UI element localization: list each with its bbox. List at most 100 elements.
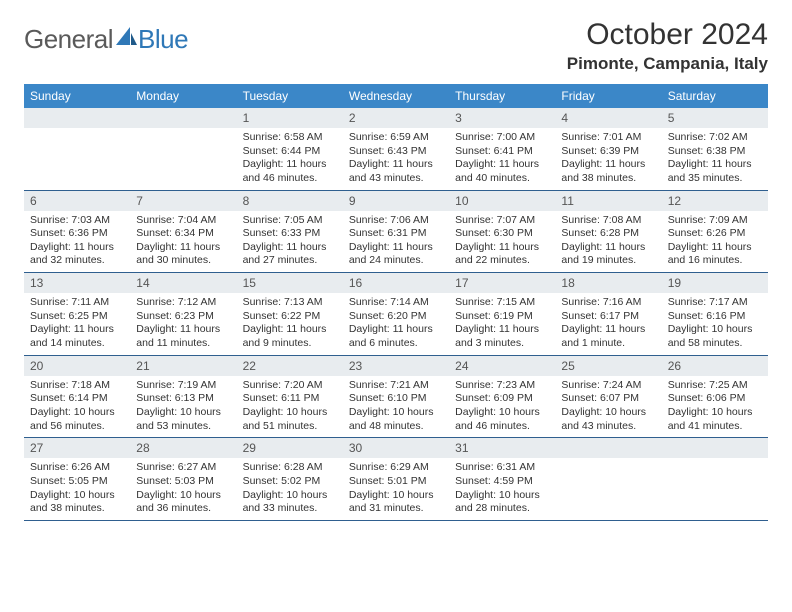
day-header: Thursday [449,84,555,108]
sunset-text: Sunset: 5:05 PM [30,475,124,489]
week-row: 6Sunrise: 7:03 AMSunset: 6:36 PMDaylight… [24,191,768,274]
calendar-cell [662,438,768,520]
sunset-text: Sunset: 6:22 PM [243,310,337,324]
location: Pimonte, Campania, Italy [567,54,768,74]
day-headers: Sunday Monday Tuesday Wednesday Thursday… [24,84,768,108]
daylight-text: Daylight: 11 hours [30,241,124,255]
daylight-text: Daylight: 10 hours [30,489,124,503]
day-number: 5 [662,108,768,128]
calendar-cell: 30Sunrise: 6:29 AMSunset: 5:01 PMDayligh… [343,438,449,520]
month-title: October 2024 [567,18,768,52]
day-number: 15 [237,273,343,293]
daylight-text: and 46 minutes. [243,172,337,186]
daylight-text: and 16 minutes. [668,254,762,268]
day-number: 14 [130,273,236,293]
cell-body: Sunrise: 6:26 AMSunset: 5:05 PMDaylight:… [24,458,130,520]
sunrise-text: Sunrise: 7:09 AM [668,214,762,228]
calendar-cell: 23Sunrise: 7:21 AMSunset: 6:10 PMDayligh… [343,356,449,438]
calendar-cell: 4Sunrise: 7:01 AMSunset: 6:39 PMDaylight… [555,108,661,190]
daylight-text: Daylight: 11 hours [243,241,337,255]
sunrise-text: Sunrise: 7:21 AM [349,379,443,393]
daylight-text: and 3 minutes. [455,337,549,351]
weeks-container: 1Sunrise: 6:58 AMSunset: 6:44 PMDaylight… [24,108,768,521]
sunrise-text: Sunrise: 6:59 AM [349,131,443,145]
daylight-text: and 1 minute. [561,337,655,351]
calendar-cell: 12Sunrise: 7:09 AMSunset: 6:26 PMDayligh… [662,191,768,273]
day-number: 20 [24,356,130,376]
cell-body: Sunrise: 7:23 AMSunset: 6:09 PMDaylight:… [449,376,555,438]
daylight-text: Daylight: 10 hours [243,489,337,503]
sunrise-text: Sunrise: 7:18 AM [30,379,124,393]
sunrise-text: Sunrise: 7:16 AM [561,296,655,310]
sunset-text: Sunset: 5:02 PM [243,475,337,489]
day-number: 27 [24,438,130,458]
sunrise-text: Sunrise: 7:07 AM [455,214,549,228]
daylight-text: Daylight: 11 hours [455,323,549,337]
calendar-cell: 28Sunrise: 6:27 AMSunset: 5:03 PMDayligh… [130,438,236,520]
daylight-text: Daylight: 10 hours [136,489,230,503]
cell-body: Sunrise: 6:59 AMSunset: 6:43 PMDaylight:… [343,128,449,190]
calendar-cell: 13Sunrise: 7:11 AMSunset: 6:25 PMDayligh… [24,273,130,355]
calendar-cell: 11Sunrise: 7:08 AMSunset: 6:28 PMDayligh… [555,191,661,273]
sunrise-text: Sunrise: 7:14 AM [349,296,443,310]
sunset-text: Sunset: 6:43 PM [349,145,443,159]
daylight-text: and 24 minutes. [349,254,443,268]
daylight-text: Daylight: 11 hours [243,323,337,337]
daylight-text: and 14 minutes. [30,337,124,351]
cell-body: Sunrise: 6:58 AMSunset: 6:44 PMDaylight:… [237,128,343,190]
day-number [662,438,768,458]
day-number: 3 [449,108,555,128]
day-number: 30 [343,438,449,458]
cell-body [130,128,236,186]
calendar-cell: 22Sunrise: 7:20 AMSunset: 6:11 PMDayligh… [237,356,343,438]
sunrise-text: Sunrise: 6:27 AM [136,461,230,475]
daylight-text: and 58 minutes. [668,337,762,351]
daylight-text: and 27 minutes. [243,254,337,268]
cell-body: Sunrise: 7:18 AMSunset: 6:14 PMDaylight:… [24,376,130,438]
daylight-text: and 48 minutes. [349,420,443,434]
cell-body: Sunrise: 7:03 AMSunset: 6:36 PMDaylight:… [24,211,130,273]
daylight-text: and 31 minutes. [349,502,443,516]
daylight-text: and 41 minutes. [668,420,762,434]
logo-text-general: General [24,24,113,55]
sunset-text: Sunset: 6:06 PM [668,392,762,406]
daylight-text: and 11 minutes. [136,337,230,351]
sunrise-text: Sunrise: 7:02 AM [668,131,762,145]
daylight-text: Daylight: 11 hours [455,241,549,255]
cell-body: Sunrise: 7:24 AMSunset: 6:07 PMDaylight:… [555,376,661,438]
calendar-cell: 21Sunrise: 7:19 AMSunset: 6:13 PMDayligh… [130,356,236,438]
cell-body: Sunrise: 6:28 AMSunset: 5:02 PMDaylight:… [237,458,343,520]
calendar-cell: 6Sunrise: 7:03 AMSunset: 6:36 PMDaylight… [24,191,130,273]
day-number: 2 [343,108,449,128]
day-number: 24 [449,356,555,376]
sunrise-text: Sunrise: 7:19 AM [136,379,230,393]
day-header: Sunday [24,84,130,108]
calendar-cell: 3Sunrise: 7:00 AMSunset: 6:41 PMDaylight… [449,108,555,190]
cell-body: Sunrise: 7:07 AMSunset: 6:30 PMDaylight:… [449,211,555,273]
daylight-text: and 9 minutes. [243,337,337,351]
cell-body: Sunrise: 6:29 AMSunset: 5:01 PMDaylight:… [343,458,449,520]
sunrise-text: Sunrise: 7:20 AM [243,379,337,393]
week-row: 13Sunrise: 7:11 AMSunset: 6:25 PMDayligh… [24,273,768,356]
daylight-text: Daylight: 10 hours [243,406,337,420]
cell-body [662,458,768,516]
day-number: 4 [555,108,661,128]
daylight-text: and 6 minutes. [349,337,443,351]
sunset-text: Sunset: 6:25 PM [30,310,124,324]
daylight-text: and 43 minutes. [561,420,655,434]
day-number: 9 [343,191,449,211]
calendar-cell: 18Sunrise: 7:16 AMSunset: 6:17 PMDayligh… [555,273,661,355]
daylight-text: and 30 minutes. [136,254,230,268]
daylight-text: and 33 minutes. [243,502,337,516]
week-row: 20Sunrise: 7:18 AMSunset: 6:14 PMDayligh… [24,356,768,439]
calendar-cell: 24Sunrise: 7:23 AMSunset: 6:09 PMDayligh… [449,356,555,438]
day-number: 1 [237,108,343,128]
daylight-text: Daylight: 10 hours [349,406,443,420]
sunset-text: Sunset: 6:10 PM [349,392,443,406]
sunset-text: Sunset: 6:31 PM [349,227,443,241]
sunrise-text: Sunrise: 7:03 AM [30,214,124,228]
daylight-text: Daylight: 11 hours [668,158,762,172]
sunset-text: Sunset: 6:26 PM [668,227,762,241]
sunset-text: Sunset: 6:14 PM [30,392,124,406]
day-header: Friday [555,84,661,108]
